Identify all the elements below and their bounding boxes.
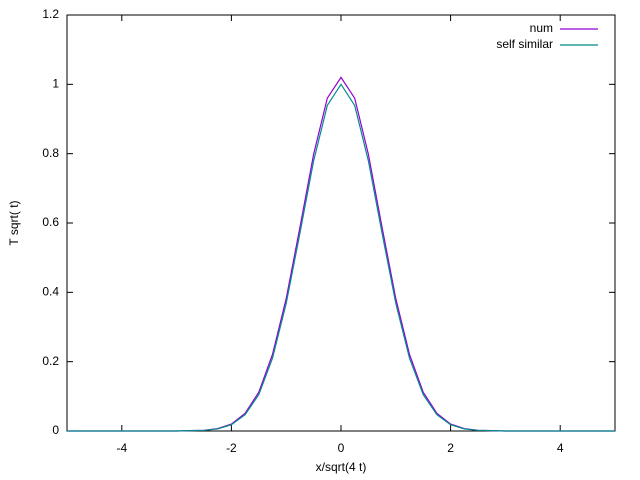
- y-axis-label: T sqrt( t): [7, 200, 21, 245]
- y-tick-label: 0.6: [42, 215, 59, 229]
- y-tick-label: 0.8: [42, 146, 59, 160]
- y-tick-label: 1: [52, 77, 59, 91]
- y-tick-label: 0: [52, 423, 59, 437]
- legend-label: num: [530, 21, 553, 35]
- series-line: [67, 76, 615, 432]
- x-axis-label: x/sqrt(4 t): [316, 460, 367, 474]
- x-tick-label: 2: [447, 441, 454, 455]
- x-tick-label: 0: [338, 441, 345, 455]
- series-line: [67, 83, 615, 432]
- x-tick-label: -2: [226, 441, 237, 455]
- y-tick-label: 1.2: [42, 7, 59, 21]
- x-tick-label: 4: [557, 441, 564, 455]
- y-tick-label: 0.2: [42, 354, 59, 368]
- x-tick-label: -4: [116, 441, 127, 455]
- legend-label: self similar: [496, 37, 553, 51]
- y-tick-label: 0.4: [42, 285, 59, 299]
